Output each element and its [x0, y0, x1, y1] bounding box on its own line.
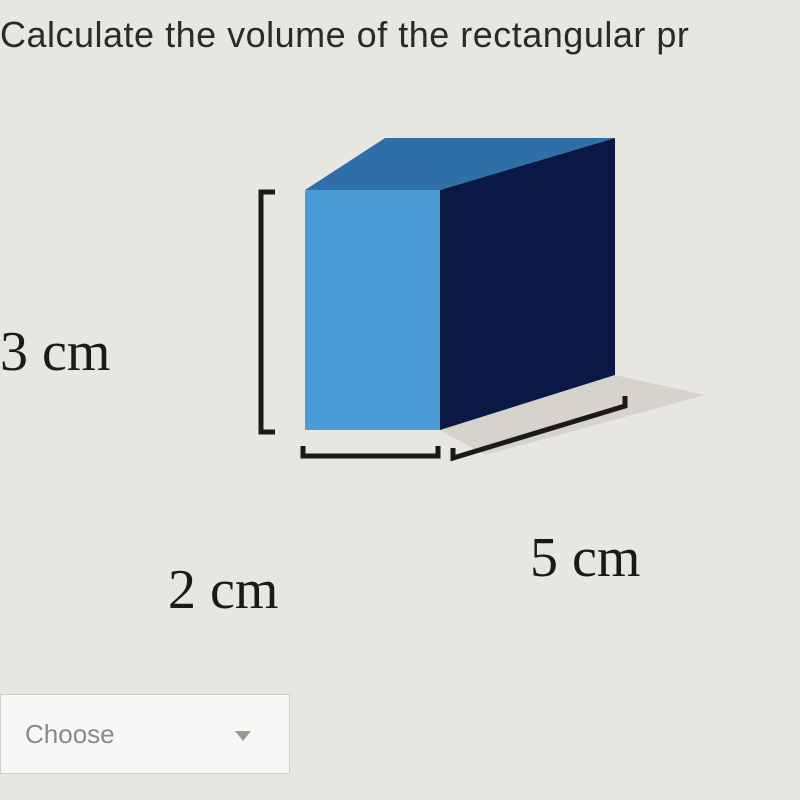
question-text: Calculate the volume of the rectangular …	[0, 14, 689, 56]
dropdown-placeholder: Choose	[25, 719, 115, 750]
answer-dropdown[interactable]: Choose	[0, 694, 290, 774]
width-label: 2 cm	[168, 558, 278, 622]
height-label: 3 cm	[0, 320, 110, 384]
length-label: 5 cm	[530, 526, 640, 590]
prism-diagram	[145, 130, 685, 510]
prism-front-face	[305, 190, 440, 430]
height-bracket	[261, 192, 275, 432]
prism-svg	[145, 130, 745, 510]
width-bracket	[303, 446, 438, 456]
chevron-down-icon	[235, 731, 251, 741]
